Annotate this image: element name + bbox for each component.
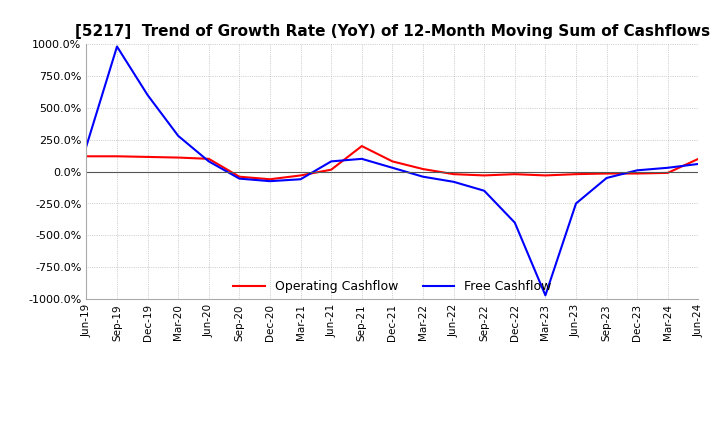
Operating Cashflow	[480, 173, 488, 178]
Free Cashflow	[449, 179, 458, 184]
Operating Cashflow	[388, 159, 397, 164]
Operating Cashflow	[602, 171, 611, 176]
Operating Cashflow	[112, 154, 121, 159]
Free Cashflow	[664, 165, 672, 170]
Operating Cashflow	[174, 155, 183, 160]
Free Cashflow	[327, 159, 336, 164]
Operating Cashflow	[572, 172, 580, 177]
Operating Cashflow	[694, 156, 703, 161]
Free Cashflow	[602, 175, 611, 180]
Free Cashflow	[82, 143, 91, 149]
Operating Cashflow	[541, 173, 550, 178]
Operating Cashflow	[235, 174, 243, 180]
Operating Cashflow	[358, 143, 366, 149]
Free Cashflow	[174, 133, 183, 139]
Operating Cashflow	[664, 170, 672, 176]
Free Cashflow	[388, 165, 397, 170]
Free Cashflow	[694, 161, 703, 167]
Operating Cashflow	[82, 154, 91, 159]
Free Cashflow	[419, 174, 428, 180]
Free Cashflow	[235, 176, 243, 181]
Free Cashflow	[204, 159, 213, 164]
Operating Cashflow	[510, 172, 519, 177]
Operating Cashflow	[633, 171, 642, 176]
Operating Cashflow	[143, 154, 152, 160]
Operating Cashflow	[327, 167, 336, 172]
Operating Cashflow	[449, 172, 458, 177]
Free Cashflow	[112, 44, 121, 49]
Line: Free Cashflow: Free Cashflow	[86, 47, 698, 295]
Legend: Operating Cashflow, Free Cashflow: Operating Cashflow, Free Cashflow	[228, 275, 557, 298]
Free Cashflow	[541, 293, 550, 298]
Operating Cashflow	[266, 176, 274, 182]
Free Cashflow	[633, 168, 642, 173]
Free Cashflow	[297, 176, 305, 182]
Line: Operating Cashflow: Operating Cashflow	[86, 146, 698, 179]
Operating Cashflow	[419, 166, 428, 172]
Operating Cashflow	[204, 156, 213, 161]
Free Cashflow	[358, 156, 366, 161]
Operating Cashflow	[297, 173, 305, 178]
Free Cashflow	[510, 220, 519, 225]
Free Cashflow	[572, 201, 580, 206]
Free Cashflow	[480, 188, 488, 194]
Title: [5217]  Trend of Growth Rate (YoY) of 12-Month Moving Sum of Cashflows: [5217] Trend of Growth Rate (YoY) of 12-…	[75, 24, 710, 39]
Free Cashflow	[143, 92, 152, 98]
Free Cashflow	[266, 179, 274, 184]
